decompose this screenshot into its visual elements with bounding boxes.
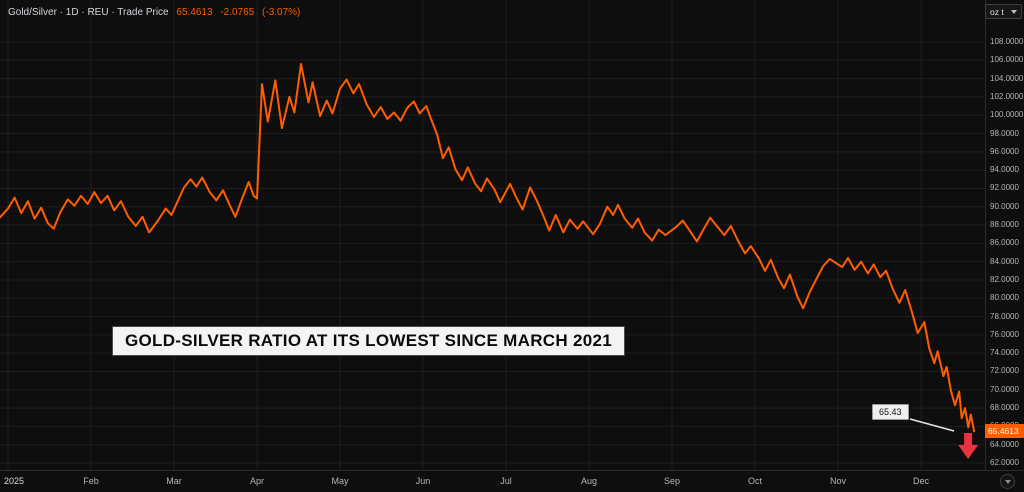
legend-change-pct: (-3.07%)	[262, 7, 301, 18]
price-tick-label: 108.0000	[990, 37, 1024, 46]
price-tick-label: 72.0000	[990, 366, 1019, 376]
unit-selector-button[interactable]: oz t	[985, 4, 1022, 19]
legend-price: 65.4613	[176, 7, 213, 18]
annotation-text-box[interactable]: GOLD-SILVER RATIO AT ITS LOWEST SINCE MA…	[112, 326, 625, 356]
legend-change: -2.0765	[220, 7, 255, 18]
time-tick-label: Nov	[829, 476, 847, 486]
price-tick-label: 106.0000	[990, 55, 1024, 65]
corner-circle-button[interactable]	[1000, 474, 1015, 489]
time-tick-label: Jul	[500, 476, 512, 486]
price-tick-label: 62.0000	[990, 458, 1019, 467]
price-tick-label: 82.0000	[990, 274, 1019, 284]
time-tick-label: Feb	[83, 476, 99, 486]
price-line	[0, 63, 976, 433]
price-tick-label: 74.0000	[990, 348, 1019, 358]
price-tick-label: 92.0000	[990, 183, 1019, 193]
time-tick-label: Apr	[249, 476, 265, 486]
price-tick-label: 80.0000	[990, 293, 1019, 303]
unit-label: oz t	[990, 6, 1004, 17]
price-tick-label: 78.0000	[990, 311, 1019, 321]
price-tick-label: 96.0000	[990, 146, 1019, 156]
price-tick-label: 64.0000	[990, 439, 1019, 449]
price-chart-plot[interactable]	[0, 0, 984, 470]
time-tick-label: Aug	[580, 476, 598, 486]
time-tick-label: Jun	[415, 476, 431, 486]
price-tick-label: 94.0000	[990, 165, 1019, 175]
callout-pointer-line	[909, 418, 955, 432]
price-tick-label: 98.0000	[990, 128, 1019, 138]
time-scale[interactable]: 2025 Feb Mar Apr May Jun Jul Aug Sep Oct Nov Dec	[0, 470, 1024, 492]
legend-title: Gold/Silver · 1D · REU · Trade Price	[8, 7, 169, 18]
price-tick-label: 90.0000	[990, 201, 1019, 211]
price-scale[interactable]: 108.0000 106.0000 104.0000 102.0000 100.0000…	[985, 0, 1024, 470]
price-tick-label: 102.0000	[990, 91, 1024, 101]
price-tick-label: 100.0000	[990, 110, 1024, 120]
price-tick-label: 104.0000	[990, 73, 1024, 83]
time-tick-label: Sep	[663, 476, 681, 486]
price-tick-label: 76.0000	[990, 329, 1019, 339]
time-tick-label: May	[331, 476, 349, 486]
time-tick-label: Mar	[166, 476, 182, 486]
chevron-down-icon	[1011, 9, 1017, 14]
price-tick-label: 68.0000	[990, 403, 1019, 413]
price-tick-label: 84.0000	[990, 256, 1019, 266]
time-tick-label: 2025	[4, 476, 25, 486]
time-tick-label: Dec	[912, 476, 930, 486]
time-tick-label: Oct	[747, 476, 763, 486]
price-tick-label: 86.0000	[990, 238, 1019, 248]
price-tick-label: 88.0000	[990, 220, 1019, 230]
price-callout[interactable]: 65.43	[872, 404, 909, 420]
chevron-down-icon	[1004, 479, 1011, 484]
symbol-legend[interactable]: Gold/Silver · 1D · REU · Trade Price 65.…	[8, 7, 300, 18]
price-tick-label: 70.0000	[990, 384, 1019, 394]
down-arrow-marker[interactable]	[958, 433, 979, 459]
last-price-label: 65.4613	[985, 424, 1024, 439]
